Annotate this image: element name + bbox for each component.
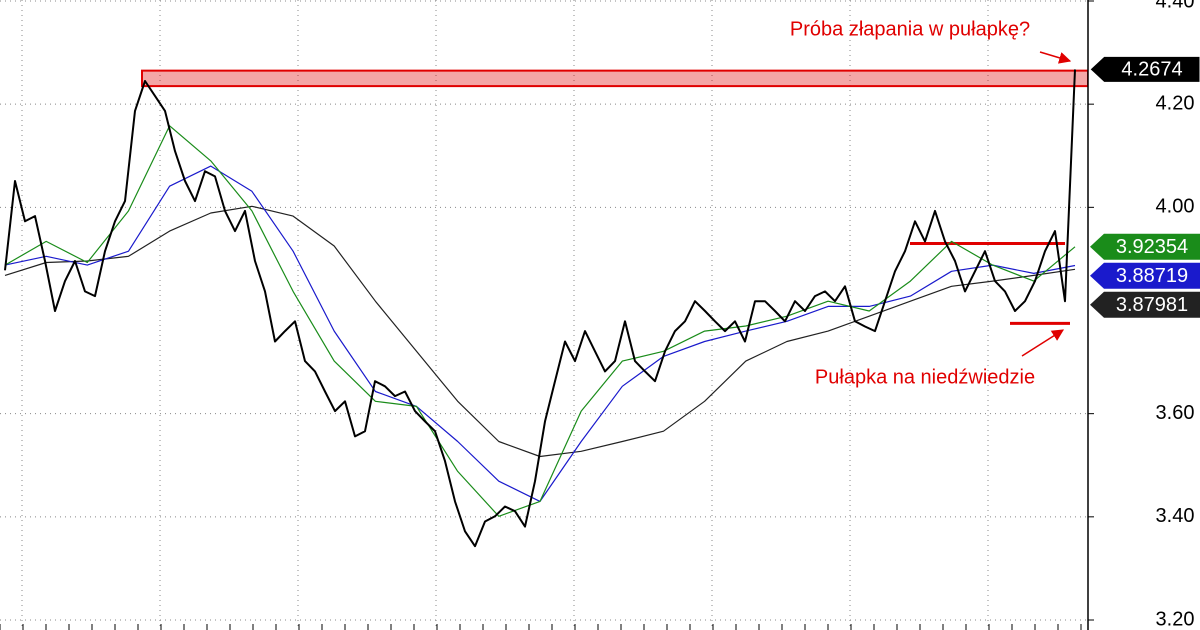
plot <box>4 69 1088 548</box>
y-tick-label: 4.20 <box>1156 92 1195 114</box>
grid <box>0 0 1088 630</box>
value-tag <box>1090 233 1200 260</box>
value-tag-label: 3.88719 <box>1116 265 1188 287</box>
zone <box>141 69 1088 88</box>
value-tag <box>1090 291 1200 318</box>
value-tag <box>1090 262 1200 289</box>
y-tick-label: 3.20 <box>1156 608 1195 630</box>
annotation-arrow <box>1021 329 1065 357</box>
y-tick-label: 3.40 <box>1156 505 1195 527</box>
annotation: Próba złapania w pułapkę? <box>790 18 1030 40</box>
series-line <box>4 69 1076 548</box>
value-tag <box>1089 55 1200 83</box>
value-tag-label: 3.92354 <box>1116 236 1188 258</box>
value-tag-label: 4.2674 <box>1121 59 1182 81</box>
series-line <box>4 125 1076 517</box>
annotation-arrow <box>1039 51 1072 64</box>
y-tick-label: 3.60 <box>1156 402 1195 424</box>
annotation: Pułapka na niedźwiedzie <box>815 366 1035 388</box>
y-axis: 3.20 3.40 3.60 4.00 4.20 4.40 4.2674 3.92354 3.8… <box>1088 0 1200 630</box>
y-tick-label: 4.00 <box>1156 196 1195 218</box>
value-tag-label: 3.87981 <box>1116 294 1188 316</box>
y-tick-label: 4.40 <box>1156 0 1195 12</box>
